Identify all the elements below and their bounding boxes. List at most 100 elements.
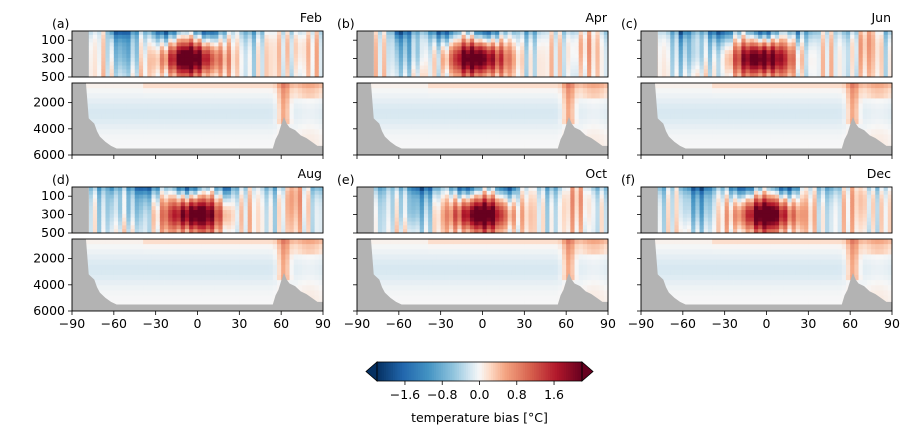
colorbar-segment [456, 362, 460, 381]
x-tick-label: −60 [670, 316, 696, 331]
colorbar-segment [381, 362, 385, 381]
land-mask-lower [641, 239, 892, 311]
colorbar-segment [559, 362, 562, 381]
colorbar-segment [520, 362, 524, 381]
x-tick-label: −30 [142, 316, 168, 331]
y-tick-label: 100 [41, 188, 65, 203]
colorbar-segment [440, 362, 444, 381]
lower-heatmap [72, 239, 324, 312]
colorbar-segment [479, 362, 483, 381]
panel-feb: 100 300 500 2000 4000 6000 (a) Feb [33, 10, 324, 162]
colorbar-segment [572, 362, 576, 381]
land-mask-lower [72, 239, 323, 311]
colorbar-segment [543, 362, 547, 381]
colorbar-segment [443, 362, 446, 381]
colorbar-segment [390, 362, 394, 381]
colorbar-segment [474, 362, 478, 381]
x-tick-label: 60 [842, 316, 858, 331]
colorbar-segment [379, 362, 383, 381]
x-tick-label: −90 [59, 316, 85, 331]
panel-letter: (a) [52, 16, 69, 31]
x-tick-label: 90 [600, 316, 616, 331]
colorbar: −1.6 −0.8 0.0 0.8 1.6 temperature bias [°C] [365, 361, 594, 425]
colorbar-segment [468, 362, 471, 381]
y-tick-label: 4000 [33, 277, 65, 292]
upper-heatmap [641, 187, 893, 234]
colorbar-segment [404, 362, 408, 381]
colorbar-segment [527, 362, 531, 381]
panel-month: Feb [300, 10, 322, 25]
colorbar-segment [402, 362, 405, 381]
colorbar-segment [525, 362, 528, 381]
land-mask-lower [641, 83, 892, 155]
y-tick-label: 300 [41, 207, 65, 222]
colorbar-segment [518, 362, 521, 381]
land-mask-upper [357, 31, 374, 77]
colorbar-segment [538, 362, 542, 381]
x-tick-label: −90 [344, 316, 370, 331]
x-tick-label: −30 [427, 316, 453, 331]
colorbar-segment [481, 362, 485, 381]
colorbar-segment [418, 362, 421, 381]
y-tick-label: 6000 [33, 303, 65, 318]
colorbar-segment [575, 362, 578, 381]
panel-letter: (f) [621, 172, 635, 187]
panel-month: Apr [585, 10, 607, 25]
colorbar-tick-label: 0.8 [507, 387, 527, 402]
colorbar-segment [449, 362, 453, 381]
colorbar-segment [461, 362, 465, 381]
land-mask-lower [357, 83, 608, 155]
upper-axes-frame [71, 30, 324, 78]
land-mask-upper [72, 187, 89, 233]
colorbar-segment [493, 362, 496, 381]
panel-apr: (b) Apr [337, 10, 609, 159]
colorbar-segment [536, 362, 540, 381]
upper-heatmap [72, 187, 324, 234]
colorbar-segment [490, 362, 494, 381]
colorbar-segment [502, 362, 506, 381]
colorbar-segment [470, 362, 474, 381]
colorbar-segment [386, 362, 389, 381]
colorbar-tick-label: 1.6 [544, 387, 564, 402]
colorbar-segment [377, 362, 380, 381]
x-tick-label: 90 [884, 316, 900, 331]
colorbar-tick-label: −1.6 [390, 387, 420, 402]
x-tick-label: −90 [628, 316, 654, 331]
upper-axes-frame [640, 186, 893, 234]
upper-axes-frame [71, 186, 324, 234]
colorbar-segment [447, 362, 451, 381]
colorbar-segment [459, 362, 462, 381]
colorbar-segment [452, 362, 455, 381]
upper-heatmap [641, 31, 893, 78]
colorbar-segment [445, 362, 449, 381]
land-mask-upper [357, 187, 374, 233]
colorbar-segment [561, 362, 565, 381]
upper-axes-frame [356, 186, 609, 234]
colorbar-segment [395, 362, 398, 381]
colorbar-segment [541, 362, 544, 381]
panel-month: Jun [870, 10, 891, 25]
panel-month: Oct [585, 166, 607, 181]
colorbar-segment [579, 362, 583, 381]
panel-letter: (b) [337, 16, 355, 31]
y-tick-label: 300 [41, 51, 65, 66]
colorbar-segment [436, 362, 439, 381]
colorbar-segment [563, 362, 567, 381]
colorbar-segment [411, 362, 414, 381]
colorbar-segment [454, 362, 458, 381]
colorbar-segment [488, 362, 492, 381]
colorbar-segment [431, 362, 435, 381]
colorbar-segment [424, 362, 428, 381]
colorbar-segment [570, 362, 574, 381]
panel-month: Aug [298, 166, 322, 181]
colorbar-segment [465, 362, 469, 381]
colorbar-tick-label: −0.8 [427, 387, 457, 402]
colorbar-segment [427, 362, 430, 381]
panel-letter: (d) [52, 172, 70, 187]
colorbar-segment [438, 362, 442, 381]
colorbar-segment [420, 362, 424, 381]
colorbar-segment [429, 362, 433, 381]
colorbar-segment [495, 362, 499, 381]
colorbar-segment [504, 362, 508, 381]
